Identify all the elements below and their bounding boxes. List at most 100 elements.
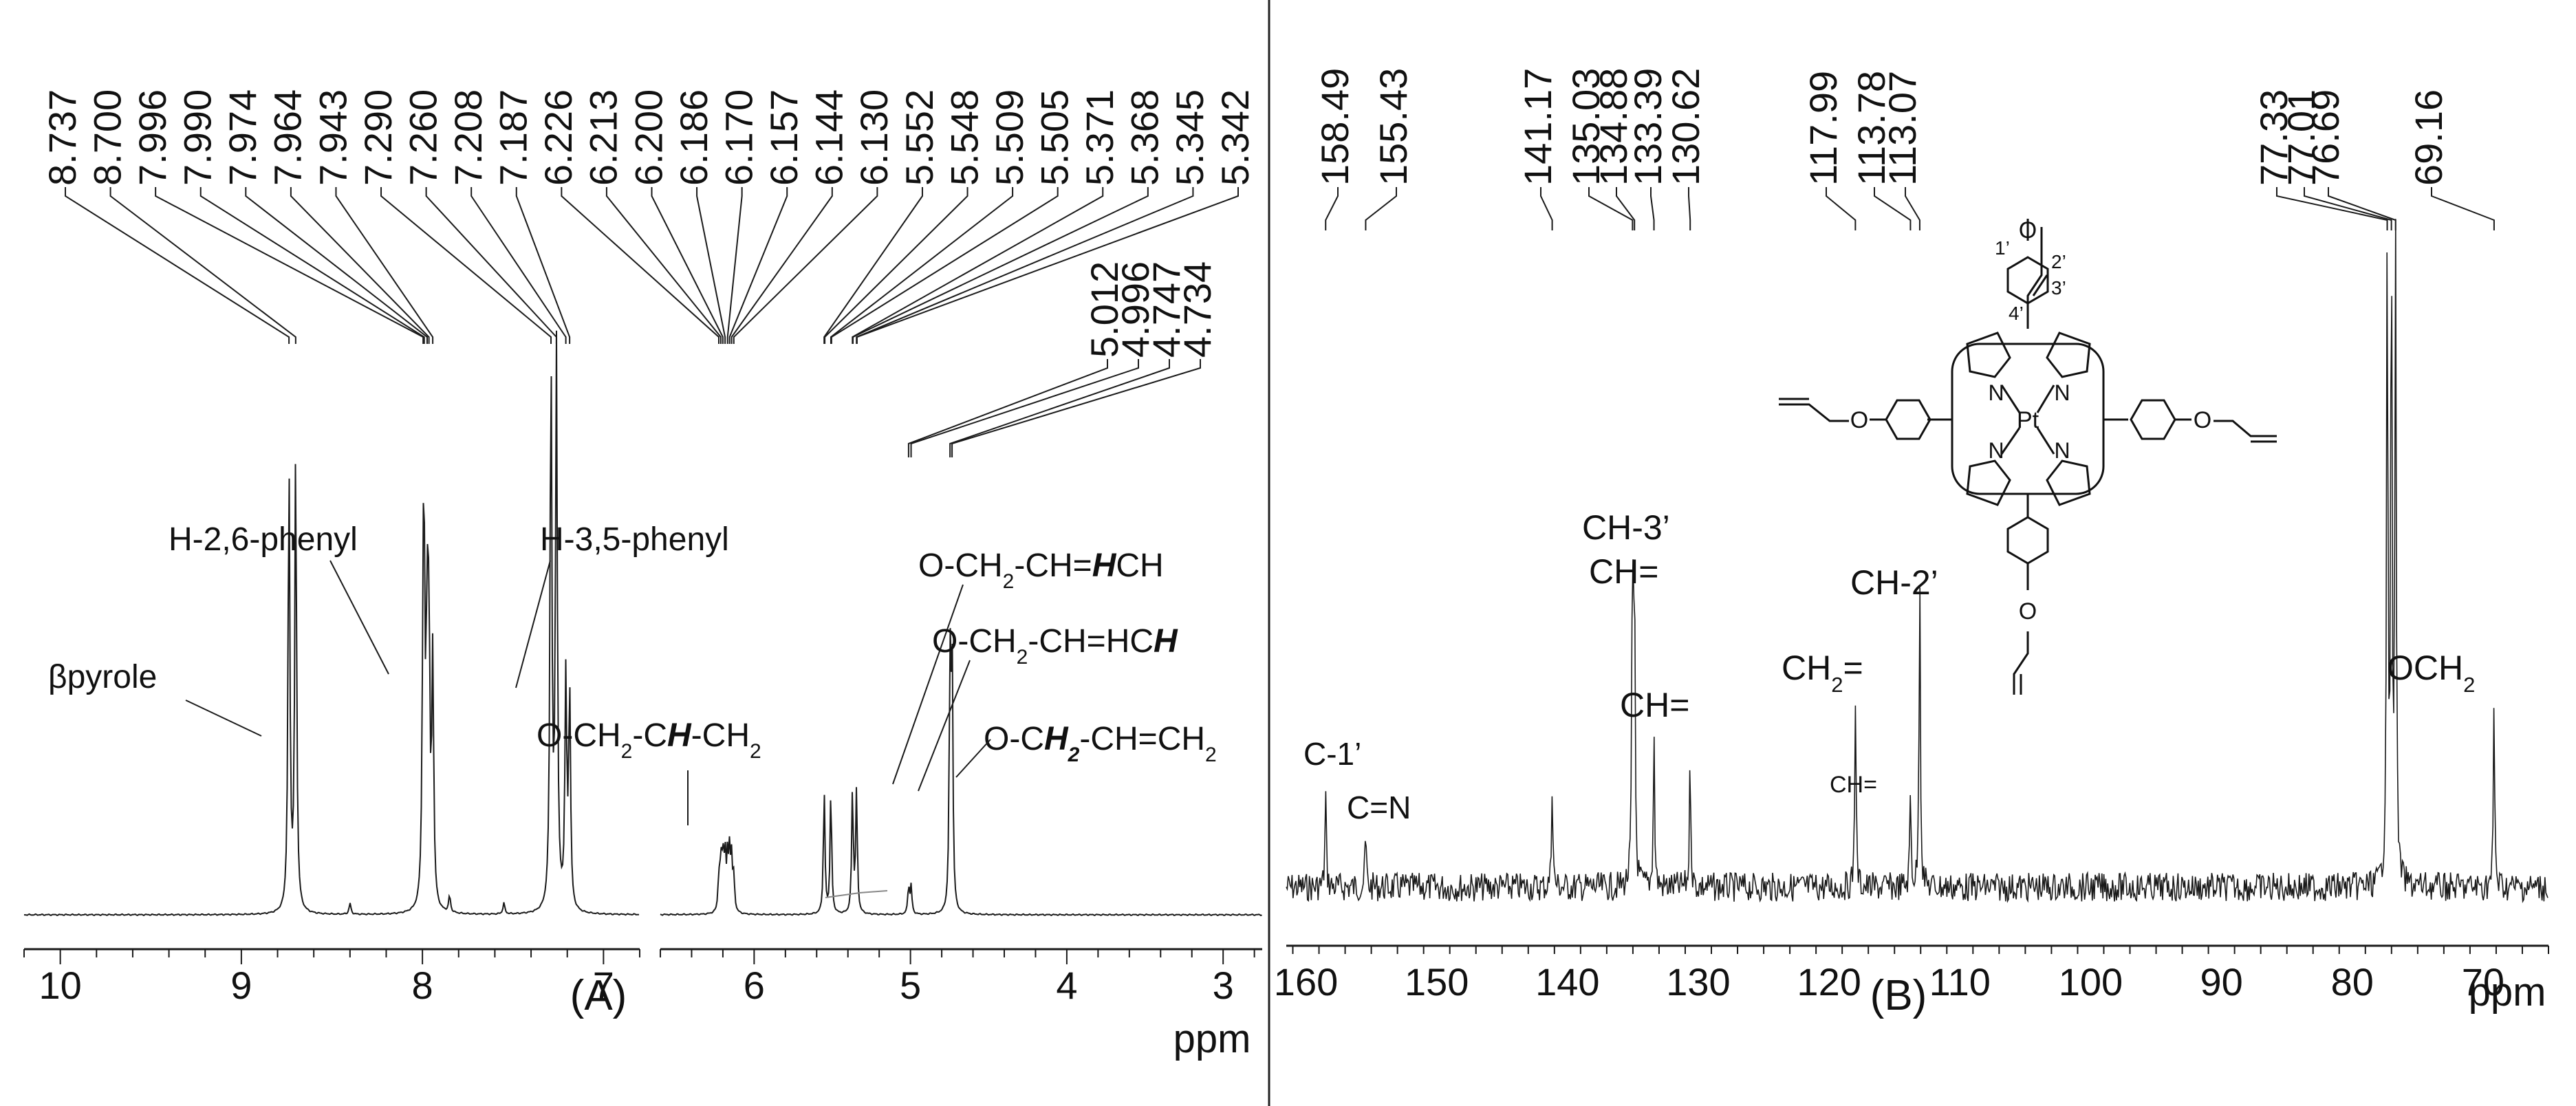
panel-a-peak-label: 5.371 bbox=[1078, 89, 1121, 186]
panel-a-peak-leader bbox=[109, 187, 296, 344]
panel-b-annotation-ch-eq-1: CH= bbox=[1589, 552, 1658, 591]
panel-b-peak-leader bbox=[2304, 187, 2392, 230]
pt-n-bond-3 bbox=[2000, 427, 2021, 455]
panel-b-tick-label: 90 bbox=[2200, 960, 2242, 1004]
panel-b-peak-label: 77.01 bbox=[2280, 89, 2323, 186]
panel-a-annotation-leader bbox=[329, 560, 389, 675]
panel-b-peak-label: 69.16 bbox=[2407, 89, 2450, 186]
panel-b-annotation-och2: OCH2 bbox=[2387, 649, 2475, 697]
structure-n-1: N bbox=[1988, 380, 2004, 405]
panel-b-peak-label: 158.49 bbox=[1313, 68, 1356, 186]
panel-b-peak-leader bbox=[2276, 187, 2388, 230]
structure-bottom-o: O bbox=[2019, 598, 2037, 625]
panel-b-peak-leader bbox=[1325, 187, 1339, 230]
panel-a-peak-label: 5.505 bbox=[1032, 89, 1076, 186]
panel-a-annotation-leader bbox=[515, 560, 551, 688]
panel-a-peak-label: 6.130 bbox=[852, 89, 896, 186]
panel-b-peak-label: 113.07 bbox=[1881, 71, 1924, 186]
panel-b-annotation-c1: C-1’ bbox=[1303, 736, 1361, 772]
panel-b-tick-label: 160 bbox=[1274, 960, 1338, 1004]
panel-b-peak-leader bbox=[2328, 187, 2396, 230]
panel-a-peak-label: 7.260 bbox=[401, 89, 444, 186]
panel-a-peak-label: 7.990 bbox=[176, 89, 219, 186]
panel-a-peak-label-lower: 4.996 bbox=[1114, 261, 1157, 358]
panel-a-annotation-och2-ch-ch2: O-CH2-CH=CH2 bbox=[984, 721, 1217, 766]
panel-a-peak-leader bbox=[199, 187, 425, 344]
panel-a-annotation-h35-phenyl: H-3,5-phenyl bbox=[540, 521, 729, 558]
panel-a-tick-label: 10 bbox=[39, 964, 81, 1007]
panel-a-tick-label: 7 bbox=[593, 964, 614, 1007]
pt-n-bond-1 bbox=[2000, 384, 2021, 413]
panel-a-integral bbox=[825, 890, 888, 898]
panel-a-peak-leader bbox=[155, 187, 424, 344]
panel-b-tick-label: 100 bbox=[2059, 960, 2123, 1004]
panel-b-peak-label: 134.88 bbox=[1592, 68, 1635, 186]
structure-n-3: N bbox=[1988, 438, 2004, 463]
panel-a-peak-leader bbox=[856, 187, 1239, 344]
right-allyl-chain bbox=[2214, 420, 2277, 437]
panel-b-annotation-ch3: CH-3’ bbox=[1582, 508, 1670, 547]
panel-b-peak-label: 76.69 bbox=[2304, 89, 2347, 186]
panel-a-peak-label: 8.737 bbox=[41, 89, 84, 186]
panel-a-peak-leader-lower bbox=[907, 359, 1108, 457]
panel-a-xlabel: ppm bbox=[1173, 1017, 1251, 1061]
panel-a-spectrum bbox=[23, 330, 1262, 917]
panel-a-annotation-beta-pyrole: βpyrole bbox=[48, 659, 157, 695]
panel-b-peak-leader bbox=[1688, 187, 1691, 230]
panel-a-annotation-och2-chh-ch2: O-CH2-CH-CH2 bbox=[537, 717, 761, 763]
panel-a-peak-label: 7.943 bbox=[311, 89, 354, 186]
panel-a-annotation-h26-phenyl: H-2,6-phenyl bbox=[169, 521, 358, 558]
panel-a-peak-leader bbox=[425, 187, 557, 344]
panel-a-peak-label: 6.213 bbox=[582, 89, 625, 186]
left-phenyl-ring bbox=[1885, 399, 1931, 440]
panel-a-annotation-leader bbox=[892, 584, 964, 785]
panel-b-annotation-ch-eq-2: CH= bbox=[1620, 686, 1689, 724]
panel-b-peak-label: 133.39 bbox=[1626, 68, 1669, 186]
pyrrole-bottom-left bbox=[1966, 459, 2011, 506]
panel-b-peak-leader bbox=[1616, 187, 1636, 230]
panel-a-peak-leader bbox=[730, 187, 833, 344]
structure-labels: O O O O Pt N N N N 1’ 2’ 3’ 4’ bbox=[1850, 217, 2211, 625]
structure-pos-1: 1’ bbox=[1995, 237, 2010, 259]
panel-a-peak-label-lower: 5.012 bbox=[1083, 261, 1126, 358]
panel-a-peak-label: 6.226 bbox=[537, 89, 580, 186]
panel-a-annotation-och2-ch-hch-h: O-CH2-CH=HCH bbox=[932, 623, 1178, 669]
panel-a-tick-label: 6 bbox=[744, 964, 765, 1007]
panel-a-peak-label: 5.548 bbox=[942, 89, 986, 186]
panel-a-peak-leader bbox=[605, 187, 722, 344]
panel-a-peak-leader bbox=[824, 187, 968, 344]
panel-a-peak-label: 7.996 bbox=[131, 89, 174, 186]
panel-a-annotation-och2-ch-hch: O-CH2-CH=HCH bbox=[918, 547, 1164, 593]
structure-pos-2: 2’ bbox=[2051, 251, 2066, 272]
panel-a-peak-leader bbox=[335, 187, 434, 344]
structure-left-o: O bbox=[1850, 407, 1868, 433]
panel-b-peak-label: 130.62 bbox=[1664, 68, 1707, 186]
panel-a-peak-leader bbox=[830, 187, 1059, 344]
panel-a-peak-leader bbox=[726, 187, 743, 344]
panel-b-tick-label: 120 bbox=[1797, 960, 1861, 1004]
panel-b-peak-label: 77.33 bbox=[2252, 89, 2295, 186]
panel-a-peak-label: 6.144 bbox=[808, 89, 851, 186]
panel-a-peak-leader bbox=[696, 187, 726, 344]
panel-a-peak-label: 5.368 bbox=[1123, 89, 1167, 186]
panel-a-peak-leader bbox=[245, 187, 428, 344]
panel-a-tick-label: 3 bbox=[1213, 964, 1234, 1007]
structure-top-o: O bbox=[2019, 217, 2037, 243]
panel-b-peak-label: 113.78 bbox=[1850, 71, 1893, 186]
panel-b-peak-leader bbox=[2431, 187, 2495, 230]
panel-a-peak-leader bbox=[290, 187, 430, 344]
pyrrole-bottom-right bbox=[2046, 459, 2091, 506]
panel-a-peak-leader bbox=[380, 187, 552, 344]
panel-b-annotation-c-n: C=N bbox=[1347, 790, 1411, 825]
panel-a-peak-label: 5.345 bbox=[1168, 89, 1211, 186]
pyrrole-top-right bbox=[2046, 332, 2091, 378]
panel-a-peak-leader bbox=[651, 187, 724, 344]
panel-a-annotation-leader bbox=[918, 660, 971, 792]
panel-b-peak-label: 141.17 bbox=[1516, 68, 1559, 186]
panel-b-annotation-ch-eq-small: CH= bbox=[1830, 772, 1877, 798]
panel-a-peak-label: 5.509 bbox=[988, 89, 1031, 186]
porphyrin-structure bbox=[1779, 219, 2277, 695]
panel-b-tick-label: 80 bbox=[2331, 960, 2374, 1004]
panel-b-tick-label: 140 bbox=[1535, 960, 1599, 1004]
